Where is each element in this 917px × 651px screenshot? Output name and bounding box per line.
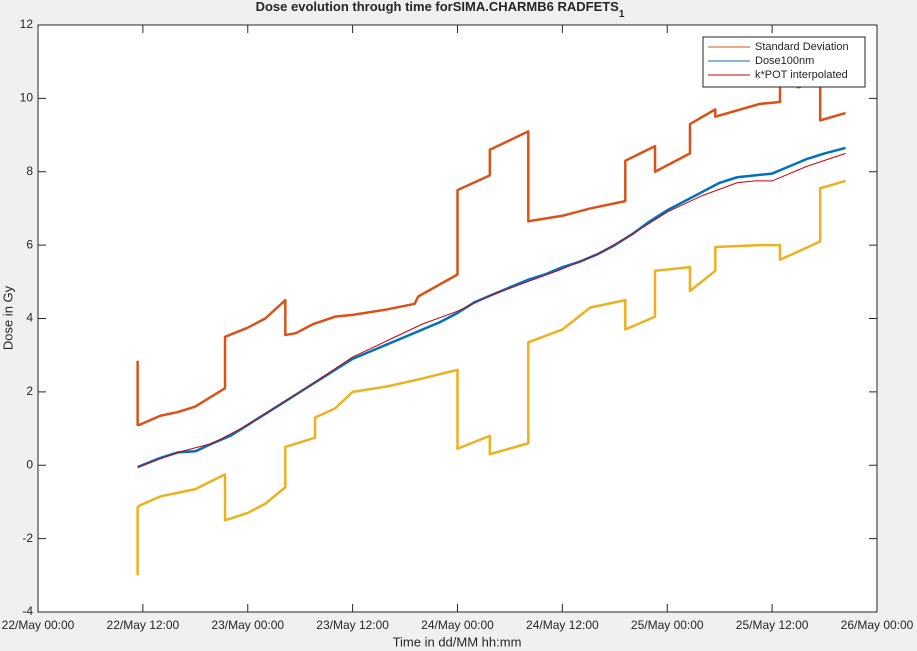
legend-label: k*POT interpolated <box>755 69 848 81</box>
y-tick-label: 12 <box>20 17 34 31</box>
y-tick-label: 0 <box>26 457 33 471</box>
y-tick-label: 6 <box>26 237 33 251</box>
x-tick-label: 26/May 00:00 <box>841 618 914 632</box>
x-tick-label: 22/May 12:00 <box>107 618 180 632</box>
y-tick-label: 10 <box>20 91 34 105</box>
x-tick-label: 23/May 12:00 <box>316 618 389 632</box>
x-tick-label: 24/May 00:00 <box>421 618 494 632</box>
x-tick-label: 25/May 00:00 <box>631 618 704 632</box>
x-tick-label: 24/May 12:00 <box>526 618 599 632</box>
y-tick-label: 4 <box>26 311 33 325</box>
y-tick-label: 2 <box>26 384 33 398</box>
plot-area <box>37 24 878 613</box>
y-axis-label: Dose in Gy <box>0 285 15 350</box>
x-tick-label: 22/May 00:00 <box>2 618 75 632</box>
y-tick-label: 8 <box>26 164 33 178</box>
series-line <box>137 152 846 468</box>
chart-title: Dose evolution through time forSIMA.CHAR… <box>256 0 625 20</box>
x-axis-label: Time in dd/MM hh:mm <box>393 634 522 649</box>
series-line <box>136 179 846 576</box>
x-tick-label: 23/May 00:00 <box>211 618 284 632</box>
legend-box <box>702 36 866 88</box>
title-main: Dose evolution through time forSIMA.CHAR… <box>256 0 620 14</box>
y-tick-label: -2 <box>22 531 33 545</box>
title-subscript: 1 <box>619 9 625 20</box>
legend-label: Standard Deviation <box>755 41 849 53</box>
x-tick-label: 25/May 12:00 <box>736 618 809 632</box>
legend-label: Dose100nm <box>755 55 814 67</box>
y-tick-label: -4 <box>22 604 33 618</box>
series-line <box>136 75 846 427</box>
